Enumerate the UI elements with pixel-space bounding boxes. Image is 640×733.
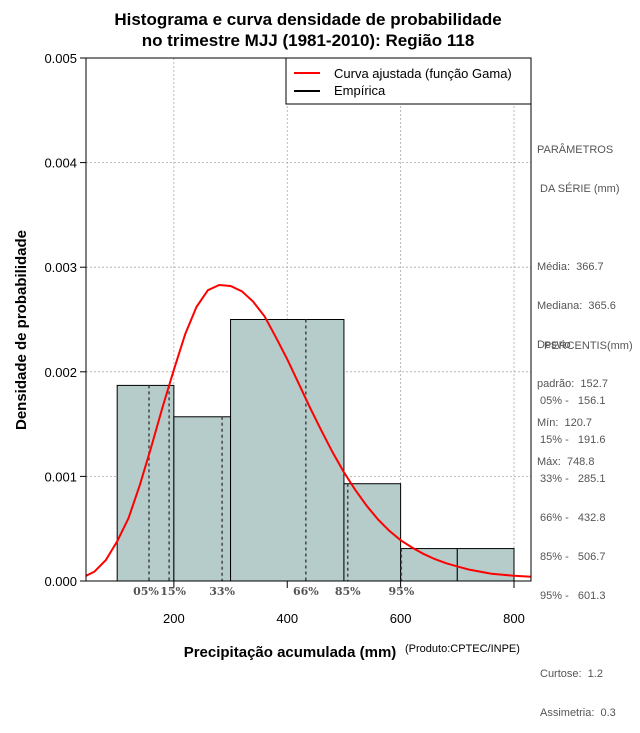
- x-tick-label: 400: [276, 611, 298, 626]
- percentil-05: 05% - 156.1: [540, 395, 606, 407]
- x-axis: 200 400 600 800: [163, 581, 525, 626]
- stat-max: Máx: 748.8: [537, 456, 595, 468]
- percentile-label: 95%: [388, 585, 414, 598]
- chart-subtitle: no trimestre MJJ (1981-2010): Região 118: [142, 31, 475, 50]
- stat-sd: padrão: 152.7: [537, 378, 608, 390]
- percentile-lines: [148, 319, 403, 581]
- percentis-list: 05% - 156.1 15% - 191.6 33% - 285.1 66% …: [540, 369, 616, 733]
- percentile-label: 33%: [209, 585, 235, 598]
- percentis-title: PERCENTIS(mm): [544, 340, 633, 352]
- histogram-chart: Histograma e curva densidade de probabil…: [13, 10, 532, 660]
- percentile-label: 85%: [335, 585, 361, 598]
- legend: Curva ajustada (função Gama) Empírica: [285, 57, 532, 105]
- x-tick-label: 800: [503, 611, 525, 626]
- product-credit: (Produto:CPTEC/INPE): [405, 643, 520, 655]
- fitted-gamma-curve: [85, 283, 532, 578]
- percentile-label: 05%: [133, 585, 159, 598]
- x-tick-label: 200: [163, 611, 185, 626]
- histogram-bar: [456, 548, 515, 582]
- fitted-curve-layer: [85, 283, 532, 578]
- series-parameters: PARÂMETROS DA SÉRIE (mm) Média: 366.7 Me…: [537, 118, 620, 482]
- stat-mean: Média: 366.7: [537, 261, 604, 273]
- params-title-line1: PARÂMETROS: [537, 144, 614, 156]
- y-axis-title: Densidade de probabilidade: [13, 230, 30, 430]
- percentil-95: 95% - 601.3: [540, 590, 606, 602]
- y-tick-label: 0.000: [44, 574, 77, 589]
- stat-kurtosis: Curtose: 1.2: [540, 668, 603, 680]
- y-tick-label: 0.001: [44, 469, 77, 484]
- y-axis: 0.000 0.001 0.002 0.003 0.004 0.005: [44, 51, 86, 589]
- histogram-bar: [116, 384, 175, 582]
- legend-label-empirical: Empírica: [334, 83, 386, 98]
- y-tick-label: 0.004: [44, 156, 77, 171]
- stat-skewness: Assimetria: 0.3: [540, 707, 616, 719]
- x-axis-title: Precipitação acumulada (mm): [184, 644, 397, 660]
- percentil-85: 85% - 506.7: [540, 551, 606, 563]
- histogram-bars: [116, 319, 515, 582]
- percentil-33: 33% - 285.1: [540, 473, 606, 485]
- legend-label-fitted: Curva ajustada (função Gama): [334, 66, 512, 81]
- y-tick-label: 0.002: [44, 365, 77, 380]
- chart-title: Histograma e curva densidade de probabil…: [114, 10, 501, 29]
- percentil-15: 15% - 191.6: [540, 434, 606, 446]
- stat-sd-label: Desvio: [537, 339, 571, 351]
- legend-box: [285, 57, 532, 105]
- stat-median: Mediana: 365.6: [537, 300, 616, 312]
- stat-min: Mín: 120.7: [537, 417, 593, 429]
- percentile-label: 66%: [293, 585, 319, 598]
- percentile-labels: 05% 15% 33% 66% 85% 95%: [133, 585, 415, 598]
- x-tick-label: 600: [390, 611, 412, 626]
- params-title-line2: DA SÉRIE (mm): [537, 183, 620, 195]
- y-tick-label: 0.005: [44, 51, 77, 66]
- percentile-label: 15%: [160, 585, 186, 598]
- y-tick-label: 0.003: [44, 260, 77, 275]
- percentil-66: 66% - 432.8: [540, 512, 606, 524]
